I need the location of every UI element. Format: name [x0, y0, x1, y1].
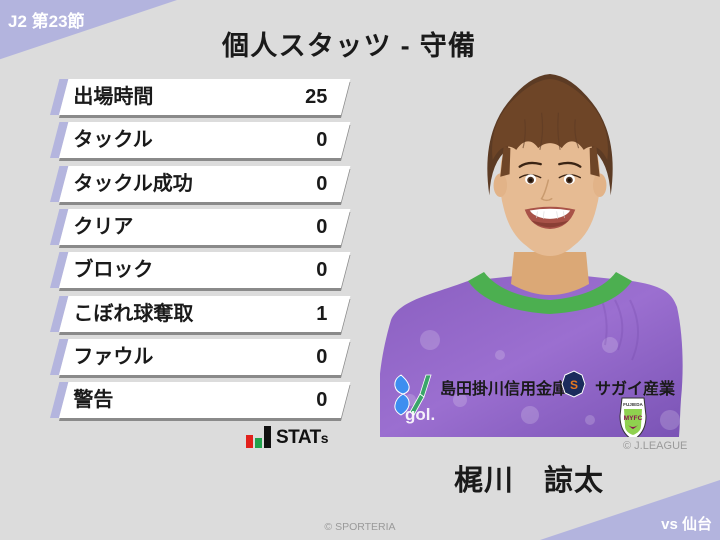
svg-text:サガイ産業: サガイ産業 — [595, 379, 676, 398]
svg-text:島田掛川信用金庫: 島田掛川信用金庫 — [440, 379, 568, 398]
svg-text:S: S — [570, 378, 578, 392]
svg-text:MYFC: MYFC — [624, 415, 643, 422]
svg-text:gol.: gol. — [405, 405, 435, 424]
svg-text:FUJIEDA: FUJIEDA — [623, 402, 643, 407]
